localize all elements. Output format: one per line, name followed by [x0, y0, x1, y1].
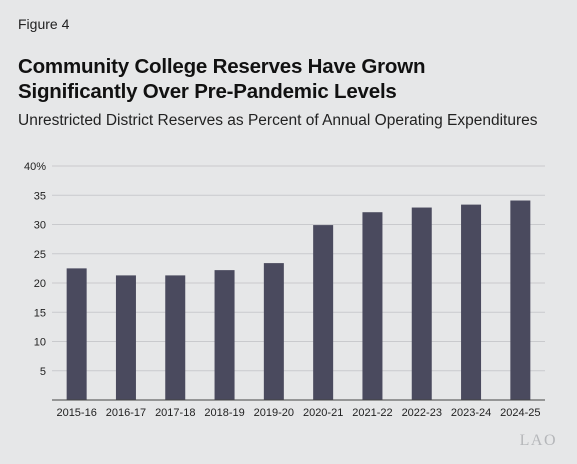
x-tick-label: 2017-18 [155, 407, 195, 419]
y-tick-label: 20 [34, 278, 46, 290]
y-tick-label: 5 [40, 366, 46, 378]
y-tick-label: 35 [34, 190, 46, 202]
x-tick-label: 2024-25 [500, 407, 540, 419]
x-tick-label: 2021-22 [352, 407, 392, 419]
bar-2017-18 [165, 275, 186, 400]
x-tick-label: 2016-17 [106, 407, 146, 419]
chart-title-line-2: Significantly Over Pre-Pandemic Levels [18, 80, 397, 103]
y-tick-label: 10 [34, 337, 46, 349]
bar-2016-17 [115, 275, 136, 400]
chart-title-line-1: Community College Reserves Have Grown [18, 55, 426, 78]
chart-subtitle: Unrestricted District Reserves as Percen… [18, 112, 538, 129]
y-tick-label: 15 [34, 307, 46, 319]
y-tick-label: 30 [34, 220, 46, 232]
x-tick-label: 2018-19 [204, 407, 244, 419]
figure-label: Figure 4 [18, 16, 70, 32]
bar-2021-22 [362, 212, 383, 400]
y-tick-label: 40% [24, 161, 46, 173]
bar-2024-25 [510, 200, 531, 400]
lao-logo: LAO [519, 432, 557, 449]
x-tick-label: 2020-21 [303, 407, 343, 419]
x-tick-label: 2019-20 [254, 407, 294, 419]
bar-2023-24 [461, 204, 482, 400]
bar-2020-21 [313, 225, 334, 400]
chart-title: Community College Reserves Have Grown Si… [18, 54, 425, 104]
bar-2015-16 [66, 268, 87, 400]
x-tick-label: 2022-23 [402, 407, 442, 419]
bar-2022-23 [411, 207, 432, 400]
x-tick-label: 2023-24 [451, 407, 491, 419]
y-tick-label: 25 [34, 249, 46, 261]
bar-2018-19 [214, 270, 235, 400]
bar-2019-20 [263, 263, 284, 400]
x-tick-label: 2015-16 [56, 407, 96, 419]
